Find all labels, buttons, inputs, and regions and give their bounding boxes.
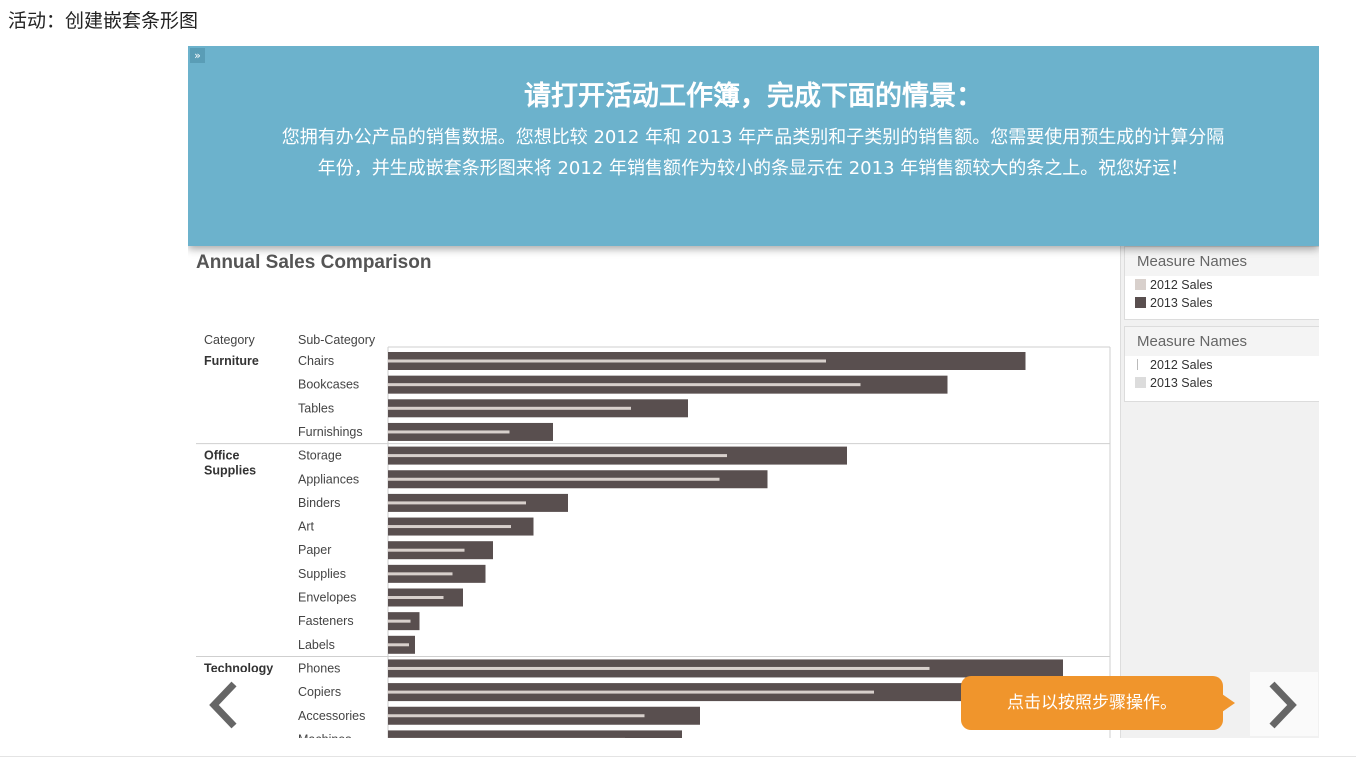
sub-category-label: Bookcases — [298, 378, 359, 392]
sub-category-label: Phones — [298, 661, 340, 675]
sub-category-label: Paper — [298, 543, 331, 557]
legend-panel: Measure Names 2012 Sales 2013 Sales Meas… — [1120, 246, 1319, 738]
bar-2012 — [388, 643, 409, 647]
bar-2012 — [388, 666, 930, 670]
column-header-category: Category — [204, 333, 255, 347]
legend-swatch — [1135, 377, 1146, 388]
legend-swatch — [1137, 359, 1140, 370]
bar-2012 — [388, 548, 465, 552]
bar-2012 — [388, 383, 861, 387]
tooltip-text: 点击以按照步骤操作。 — [1007, 693, 1177, 713]
category-label: Office Supplies — [204, 449, 256, 478]
bar-2012 — [388, 596, 444, 599]
legend-item-2013-sales[interactable]: 2013 Sales — [1125, 294, 1319, 312]
bar-2012 — [388, 619, 411, 623]
sub-category-label: Labels — [298, 638, 335, 652]
activity-frame: Annual Sales Comparison Category Sub-Cate… — [188, 46, 1319, 738]
sub-category-label: Accessories — [298, 709, 365, 723]
sub-category-label: Copiers — [298, 685, 341, 699]
chart-svg: Category Sub-Category Furniture Chairs Bookc… — [196, 333, 1111, 738]
bar-2012 — [388, 477, 720, 481]
sub-category-label: Appliances — [298, 472, 359, 486]
bar-2012 — [388, 359, 826, 363]
legend-item-2012-sales[interactable]: 2012 Sales — [1125, 276, 1319, 294]
prev-button[interactable] — [188, 672, 256, 736]
sub-category-label: Supplies — [298, 567, 346, 581]
instruction-banner: » 请打开活动工作簿，完成下面的情景： 您拥有办公产品的销售数据。您想比较 20… — [188, 46, 1319, 246]
column-header-sub-category: Sub-Category — [298, 333, 376, 347]
legend-title: Measure Names — [1125, 247, 1319, 276]
chart-area: Annual Sales Comparison Category Sub-Cate… — [188, 246, 1120, 738]
legend-swatch — [1135, 297, 1146, 308]
chevron-right-icon — [1269, 681, 1297, 729]
bar-2012 — [388, 454, 727, 458]
tooltip-tail — [1222, 694, 1235, 712]
bar-2012 — [388, 430, 510, 434]
category-label: Furniture — [204, 354, 259, 368]
bar-2012 — [388, 501, 526, 505]
expand-icon[interactable]: » — [190, 48, 205, 63]
bar-2013 — [388, 730, 682, 738]
legend-item-2012-sales[interactable]: 2012 Sales — [1125, 356, 1319, 374]
legend-item-2013-sales[interactable]: 2013 Sales — [1125, 374, 1319, 392]
bar-2012 — [388, 714, 645, 718]
step-tooltip[interactable]: 点击以按照步骤操作。 — [961, 676, 1235, 730]
chevron-left-icon — [209, 681, 237, 729]
legend-measure-names-2[interactable]: Measure Names 2012 Sales 2013 Sales — [1124, 326, 1319, 402]
sub-category-label: Envelopes — [298, 591, 356, 605]
bottom-divider — [0, 756, 1356, 757]
bar-2012 — [388, 406, 631, 410]
bar-2012 — [388, 525, 511, 529]
sub-category-label: Furnishings — [298, 425, 363, 439]
bar-2012 — [388, 690, 874, 694]
sub-category-label: Storage — [298, 449, 342, 463]
chart-title: Annual Sales Comparison — [196, 252, 432, 273]
sub-category-label: Tables — [298, 401, 334, 415]
banner-heading: 请打开活动工作簿，完成下面的情景： — [524, 81, 983, 112]
legend-measure-names-1[interactable]: Measure Names 2012 Sales 2013 Sales — [1124, 246, 1319, 320]
next-button[interactable] — [1250, 672, 1318, 736]
sub-category-label: Machines — [298, 732, 352, 738]
sub-category-label: Chairs — [298, 354, 334, 368]
legend-swatch — [1135, 279, 1146, 290]
page-title: 活动：创建嵌套条形图 — [8, 10, 199, 32]
sub-category-label: Art — [298, 520, 315, 534]
sub-category-label: Binders — [298, 496, 340, 510]
banner-body: 您拥有办公产品的销售数据。您想比较 2012 年和 2013 年产品类别和子类别… — [281, 127, 1225, 179]
sub-category-label: Fasteners — [298, 614, 354, 628]
bar-2012 — [388, 572, 453, 576]
legend-title: Measure Names — [1125, 327, 1319, 356]
category-label: Technology — [204, 661, 273, 675]
